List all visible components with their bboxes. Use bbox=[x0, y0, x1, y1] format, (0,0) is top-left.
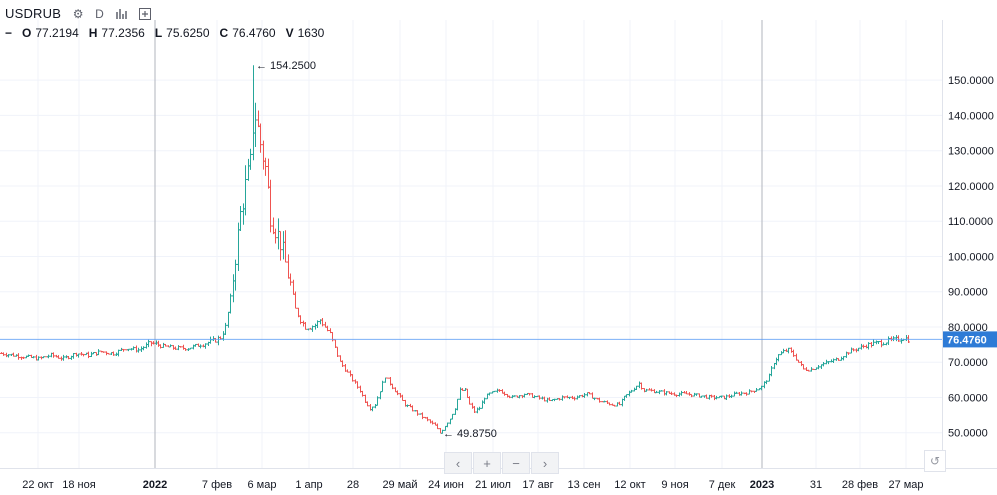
zoom-out-button[interactable]: − bbox=[502, 452, 530, 474]
current-price-label: 76.4760 bbox=[947, 334, 987, 346]
y-tick-label: 60.0000 bbox=[948, 392, 988, 404]
x-tick-label: 28 bbox=[347, 479, 359, 491]
x-tick-label: 9 ноя bbox=[661, 479, 688, 491]
x-tick-label: 18 ноя bbox=[62, 479, 95, 491]
symbol-name[interactable]: USDRUB bbox=[5, 6, 62, 21]
x-tick-label: 2023 bbox=[750, 479, 774, 491]
bar-chart-icon[interactable] bbox=[114, 7, 128, 21]
y-tick-label: 120.0000 bbox=[948, 181, 994, 193]
y-tick-label: 100.0000 bbox=[948, 251, 994, 263]
close-label: C bbox=[219, 26, 229, 40]
symbol-row: USDRUB ⚙ D bbox=[5, 6, 152, 21]
chart-header: USDRUB ⚙ D − O 77.2194 H 77.2356 L 75.62… bbox=[0, 0, 940, 44]
volume-label: V bbox=[285, 26, 294, 40]
x-tick-label: 1 апр bbox=[295, 479, 322, 491]
y-tick-label: 50.0000 bbox=[948, 428, 988, 440]
y-tick-label: 70.0000 bbox=[948, 357, 988, 369]
price-axis-panel[interactable] bbox=[942, 0, 997, 495]
x-tick-label: 13 сен bbox=[568, 479, 601, 491]
x-tick-label: 29 май bbox=[382, 479, 417, 491]
high-label: H bbox=[88, 26, 98, 40]
y-tick-label: 130.0000 bbox=[948, 146, 994, 158]
navigation-controls: ‹ + − › bbox=[444, 452, 559, 474]
volume-value: 1630 bbox=[297, 26, 325, 40]
ohlc-row: − O 77.2194 H 77.2356 L 75.6250 C 76.476… bbox=[5, 26, 334, 40]
y-tick-label: 110.0000 bbox=[948, 216, 993, 228]
y-tick-label: 90.0000 bbox=[948, 287, 988, 299]
low-value: 75.6250 bbox=[166, 26, 210, 40]
close-value: 76.4760 bbox=[232, 26, 276, 40]
low-label: L bbox=[154, 26, 163, 40]
resolution-label[interactable]: D bbox=[95, 6, 104, 21]
extreme-price-annotation: ← 154.2500 bbox=[256, 60, 316, 72]
compare-add-icon[interactable] bbox=[138, 7, 152, 21]
x-tick-label: 6 мар bbox=[248, 479, 277, 491]
extreme-price-annotation: ← 49.8750 bbox=[443, 428, 497, 440]
high-value: 77.2356 bbox=[101, 26, 145, 40]
x-tick-label: 2022 bbox=[143, 479, 167, 491]
y-tick-label: 80.0000 bbox=[948, 322, 988, 334]
open-value: 77.2194 bbox=[35, 26, 79, 40]
x-tick-label: 27 мар bbox=[888, 479, 923, 491]
x-tick-label: 12 окт bbox=[614, 479, 645, 491]
x-tick-label: 31 bbox=[810, 479, 822, 491]
zoom-in-button[interactable]: + bbox=[473, 452, 501, 474]
x-tick-label: 7 дек bbox=[709, 479, 736, 491]
x-tick-label: 21 июл bbox=[475, 479, 511, 491]
reset-chart-button[interactable]: ↺ bbox=[924, 450, 946, 472]
y-tick-label: 150.0000 bbox=[948, 75, 994, 87]
scroll-left-button[interactable]: ‹ bbox=[444, 452, 472, 474]
current-price-label-box bbox=[943, 331, 997, 348]
x-tick-label: 28 фев bbox=[842, 479, 878, 491]
gear-icon[interactable]: ⚙ bbox=[72, 6, 84, 21]
y-tick-label: 140.0000 bbox=[948, 110, 994, 122]
x-tick-label: 7 фев bbox=[202, 479, 232, 491]
series-dash-icon: − bbox=[5, 26, 13, 40]
x-tick-label: 24 июн bbox=[428, 479, 464, 491]
x-tick-label: 22 окт bbox=[22, 479, 53, 491]
x-tick-label: 17 авг bbox=[522, 479, 553, 491]
scroll-right-button[interactable]: › bbox=[531, 452, 559, 474]
open-label: O bbox=[22, 26, 32, 40]
